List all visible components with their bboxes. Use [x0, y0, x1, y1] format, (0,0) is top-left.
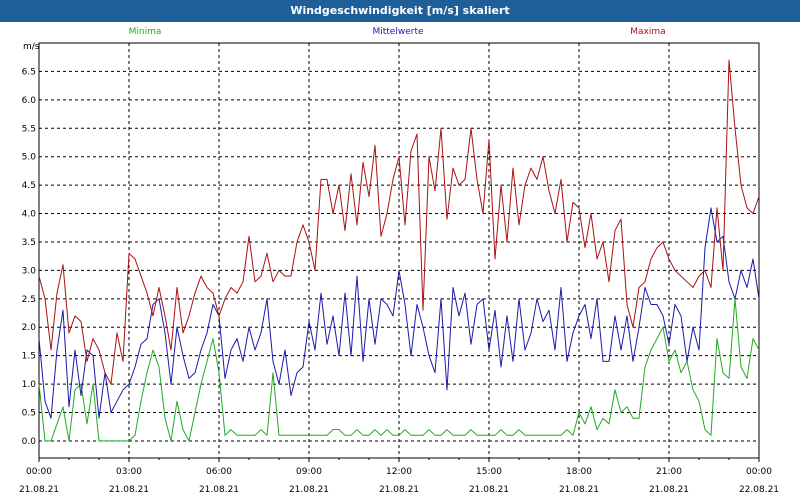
y-tick-label: 6.0: [22, 96, 37, 106]
y-tick-label: 0.0: [22, 437, 37, 447]
legend-minima: Minima: [129, 27, 162, 37]
window-title: Windgeschwindigkeit [m/s] skaliert: [0, 0, 800, 22]
y-tick-label: 4.0: [22, 210, 37, 220]
y-tick-label: 6.5: [22, 67, 36, 77]
legend-maxima: Maxima: [630, 27, 665, 37]
series-line-maxima: [38, 59, 760, 385]
x-tick-date: 21.08.21: [469, 485, 509, 495]
wind-speed-chart: 0.0 0.5 1.0 1.5 2.0 2.5 3.0 3.5 4.0 4.5 5.0 5.5 6.0 6…: [19, 27, 779, 495]
x-tick-time: 00:00: [746, 467, 772, 477]
x-tick-date: 22.08.21: [739, 485, 779, 495]
x-tick-time: 15:00: [476, 467, 502, 477]
series-line-minima: [38, 298, 760, 442]
y-axis-unit-label: m/s: [23, 42, 40, 52]
legend-mittelwerte: Mittelwerte: [372, 27, 423, 37]
plot-area: [38, 42, 760, 459]
x-tick-date: 21.08.21: [109, 485, 149, 495]
y-tick-label: 4.5: [22, 181, 36, 191]
x-tick-date: 21.08.21: [19, 485, 59, 495]
y-tick-label: 1.5: [22, 352, 36, 362]
y-tick-label: 3.5: [22, 238, 36, 248]
y-tick-label: 2.5: [22, 295, 36, 305]
grid-lines: [39, 43, 759, 458]
series-lines: [38, 59, 760, 442]
x-tick-time: 21:00: [656, 467, 682, 477]
y-tick-label: 1.0: [22, 380, 37, 390]
x-tick-time: 03:00: [116, 467, 142, 477]
x-tick-time: 18:00: [566, 467, 592, 477]
x-tick-time: 12:00: [386, 467, 412, 477]
x-tick-date: 21.08.21: [559, 485, 599, 495]
x-tick-date: 21.08.21: [649, 485, 689, 495]
x-tick-time: 06:00: [206, 467, 232, 477]
y-tick-label: 5.5: [22, 124, 36, 134]
x-tick-time: 09:00: [296, 467, 322, 477]
y-tick-label: 0.5: [22, 409, 36, 419]
x-tick-date: 21.08.21: [289, 485, 329, 495]
axis-ticks: 0.0 0.5 1.0 1.5 2.0 2.5 3.0 3.5 4.0 4.5 5.0 5.5 6.0 6…: [19, 67, 779, 495]
y-tick-label: 2.0: [22, 323, 37, 333]
y-tick-label: 3.0: [22, 266, 37, 276]
x-tick-date: 21.08.21: [379, 485, 419, 495]
x-tick-time: 00:00: [26, 467, 52, 477]
x-tick-date: 21.08.21: [199, 485, 239, 495]
y-tick-label: 5.0: [22, 153, 37, 163]
series-line-mittelwerte: [38, 207, 760, 419]
